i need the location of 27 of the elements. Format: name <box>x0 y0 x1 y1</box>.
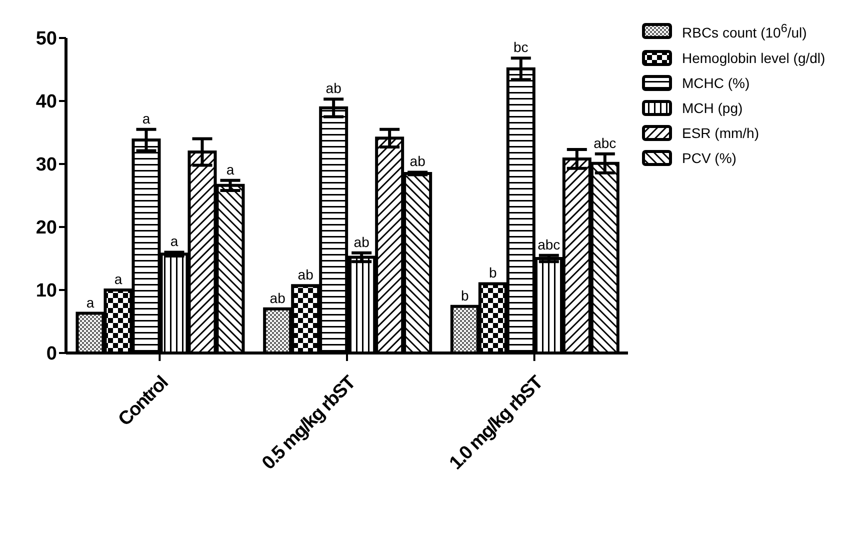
legend-label: MCHC (%) <box>682 74 750 91</box>
y-tick-label: 10 <box>36 280 57 302</box>
legend-label: ESR (mm/h) <box>682 124 759 141</box>
y-tick-label: 40 <box>36 92 57 113</box>
legend-label: Hemoglobin level (g/dl) <box>682 50 826 66</box>
data-label: b <box>489 264 498 281</box>
data-label: a <box>170 233 178 250</box>
data-label: a <box>226 161 234 178</box>
data-label: abc <box>538 236 560 252</box>
y-tick-label: 0 <box>46 344 57 365</box>
data-label: ab <box>270 290 286 306</box>
data-label: a <box>114 271 122 287</box>
y-tick-label: 50 <box>36 28 57 50</box>
data-label: ab <box>326 80 342 96</box>
legend-label: RBCs count (10$^{6}$/ul) <box>682 22 807 41</box>
data-label: b <box>461 287 470 304</box>
data-label: a <box>142 110 150 126</box>
y-tick-label: 30 <box>36 154 57 176</box>
y-tick-label: 20 <box>36 218 57 239</box>
legend-label: PCV (%) <box>682 150 736 166</box>
data-label: a <box>86 294 94 310</box>
data-label: bc <box>514 39 528 56</box>
data-label: ab <box>354 234 370 250</box>
data-label: ab <box>410 153 426 170</box>
legend-label: MCH (pg) <box>682 100 743 116</box>
data-label: abc <box>594 134 616 151</box>
data-label: ab <box>298 266 314 283</box>
